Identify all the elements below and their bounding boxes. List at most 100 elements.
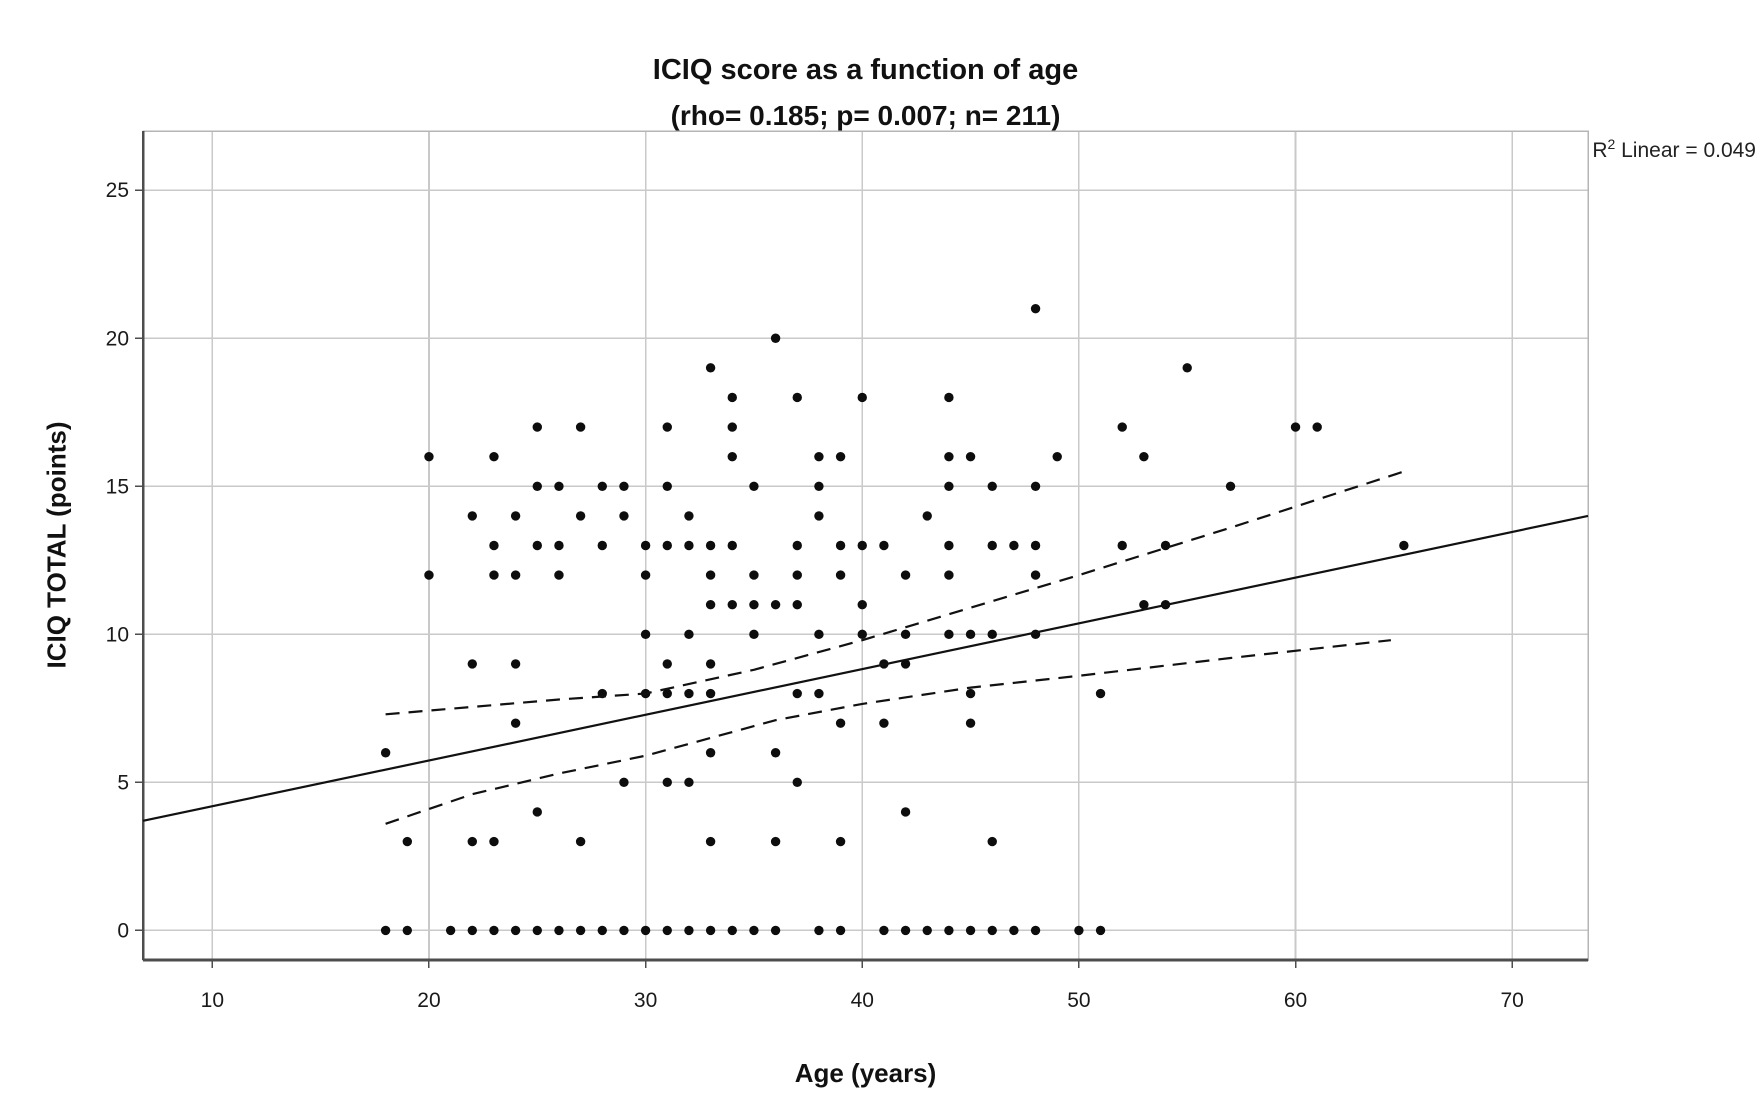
data-point — [402, 925, 413, 936]
data-point — [835, 451, 846, 462]
data-point — [1290, 422, 1301, 432]
data-point — [879, 718, 889, 728]
y-tick-label: 25 — [106, 179, 129, 202]
data-point — [619, 777, 629, 788]
data-point — [489, 925, 499, 936]
data-point — [619, 511, 629, 521]
data-point — [489, 451, 499, 462]
data-point — [770, 748, 781, 758]
data-point — [727, 422, 737, 432]
data-point — [1009, 925, 1019, 936]
data-point — [597, 540, 607, 551]
x-tick-label: 10 — [201, 989, 224, 1012]
data-point — [532, 422, 542, 432]
data-point — [662, 688, 672, 699]
data-point — [1117, 422, 1127, 432]
data-point — [835, 718, 846, 728]
data-point — [554, 570, 564, 580]
data-point — [749, 481, 759, 491]
ci-upper-dashed-line — [385, 470, 1405, 716]
data-point — [965, 718, 976, 728]
data-point — [814, 629, 824, 640]
data-point — [510, 718, 521, 728]
data-point — [662, 659, 672, 669]
data-point — [705, 570, 716, 580]
data-point — [727, 451, 737, 462]
data-point — [662, 925, 672, 936]
data-point — [575, 836, 586, 847]
data-point — [857, 392, 867, 403]
data-point — [705, 925, 716, 936]
data-point — [489, 570, 499, 580]
x-tick-label: 20 — [417, 989, 440, 1012]
data-point — [684, 511, 694, 521]
data-point — [510, 659, 521, 669]
r2-annotation-base: R — [1592, 139, 1608, 162]
data-point — [1009, 540, 1019, 551]
data-point — [554, 481, 564, 491]
data-point — [900, 925, 911, 936]
data-point — [835, 570, 846, 580]
data-point — [1160, 540, 1171, 551]
data-point — [532, 540, 542, 551]
data-point — [727, 540, 737, 551]
data-point — [1095, 688, 1106, 699]
data-point — [597, 481, 607, 491]
data-point — [944, 392, 954, 403]
x-tick-label: 50 — [1067, 989, 1090, 1012]
data-point — [662, 777, 672, 788]
data-point — [684, 688, 694, 699]
data-point — [835, 925, 846, 936]
data-point — [424, 451, 434, 462]
data-points — [380, 303, 1409, 936]
x-tick-label: 30 — [634, 989, 657, 1012]
data-point — [792, 600, 802, 610]
data-point — [1052, 451, 1062, 462]
data-point — [944, 570, 954, 580]
data-point — [749, 570, 759, 580]
data-point — [554, 540, 564, 551]
gridlines — [143, 131, 1588, 960]
data-point — [965, 451, 976, 462]
data-point — [1117, 540, 1127, 551]
data-point — [900, 659, 911, 669]
data-point — [1139, 600, 1149, 610]
data-point — [575, 422, 586, 432]
data-point — [1225, 481, 1236, 491]
data-point — [662, 540, 672, 551]
x-tick-label: 60 — [1284, 989, 1307, 1012]
data-point — [814, 481, 824, 491]
data-point — [1030, 540, 1041, 551]
y-tick-label: 20 — [106, 327, 129, 350]
data-point — [640, 540, 651, 551]
data-point — [749, 629, 759, 640]
data-point — [922, 511, 932, 521]
data-point — [1030, 303, 1041, 314]
data-point — [1030, 481, 1041, 491]
data-point — [792, 777, 802, 788]
data-point — [1139, 451, 1149, 462]
x-tick-label: 70 — [1500, 989, 1523, 1012]
data-point — [727, 392, 737, 403]
data-point — [445, 925, 456, 936]
chart-title: ICIQ score as a function of age — [652, 54, 1079, 86]
data-point — [640, 925, 651, 936]
data-point — [965, 925, 976, 936]
x-axis-title: Age (years) — [794, 1058, 937, 1088]
data-point — [1074, 925, 1084, 936]
data-point — [814, 451, 824, 462]
data-point — [705, 540, 716, 551]
data-point — [1095, 925, 1106, 936]
data-point — [380, 925, 391, 936]
data-point — [489, 540, 499, 551]
data-point — [987, 540, 997, 551]
data-point — [705, 748, 716, 758]
data-point — [705, 363, 716, 373]
data-point — [900, 807, 911, 817]
data-point — [619, 481, 629, 491]
data-point — [467, 659, 477, 669]
data-point — [792, 688, 802, 699]
data-point — [684, 925, 694, 936]
data-point — [792, 540, 802, 551]
